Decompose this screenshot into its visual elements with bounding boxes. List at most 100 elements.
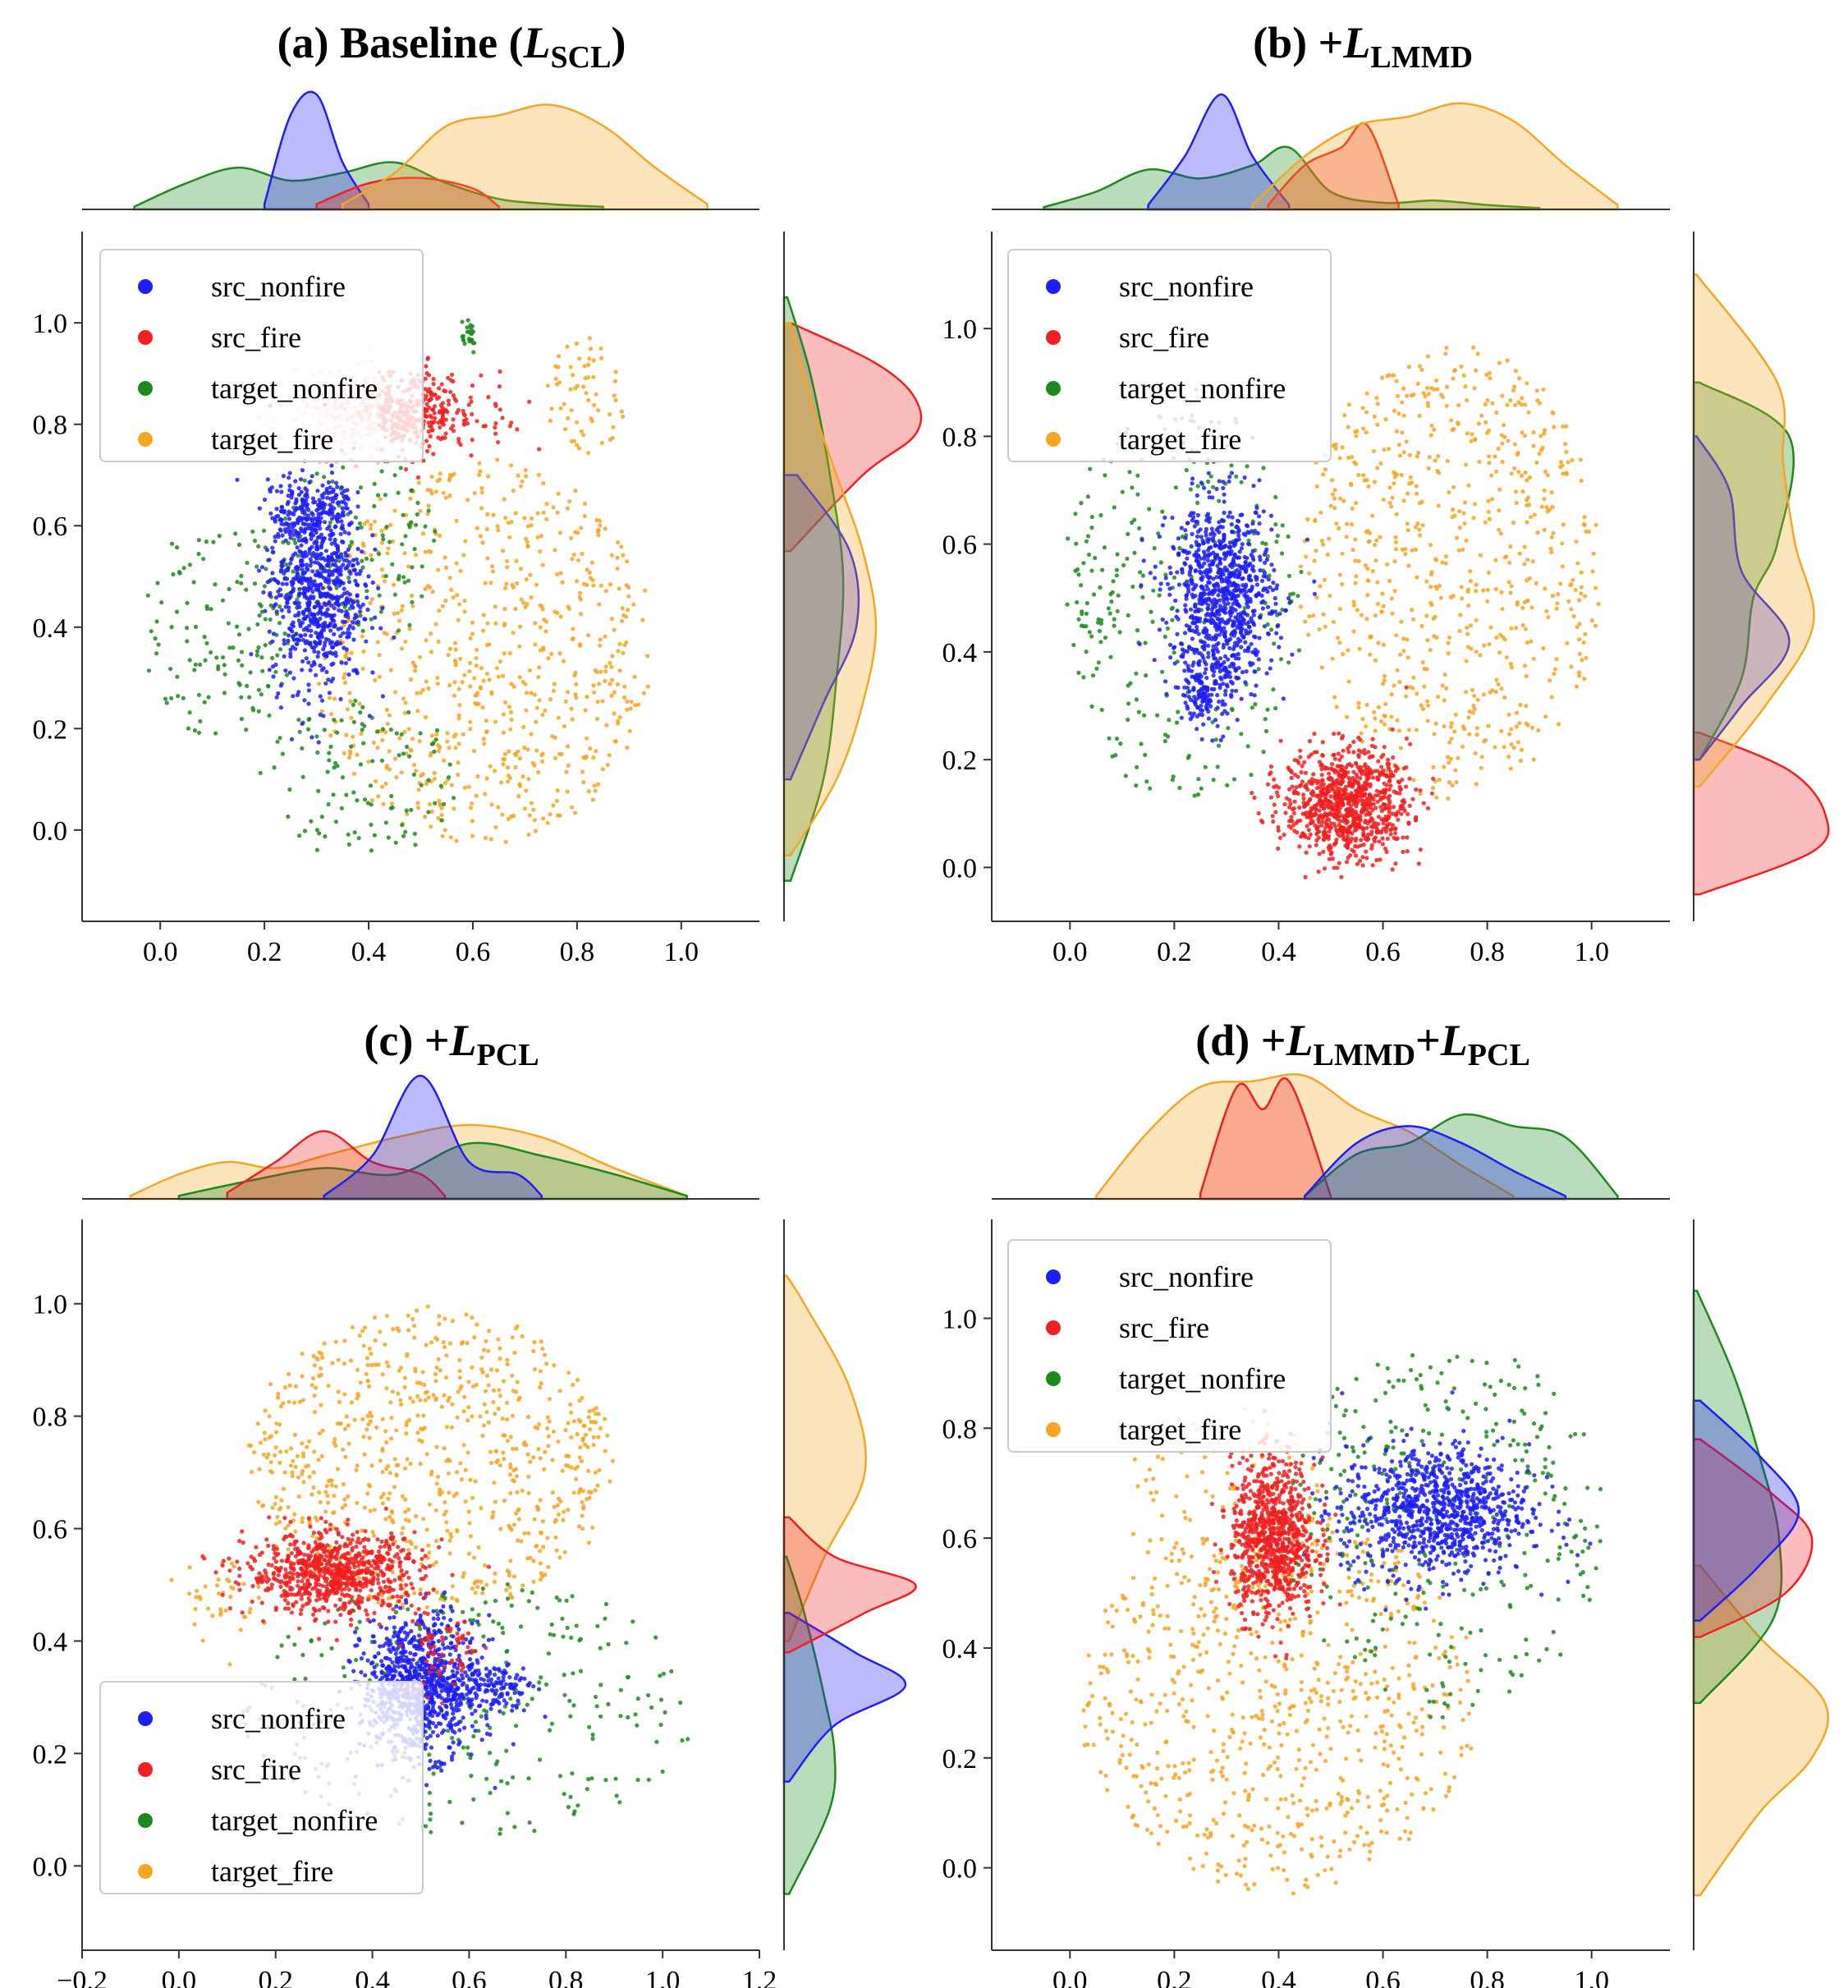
point-src_nonfire bbox=[1266, 631, 1271, 636]
point-src_nonfire bbox=[1272, 567, 1277, 572]
point-target_fire bbox=[387, 713, 392, 718]
point-src_nonfire bbox=[342, 600, 346, 605]
point-target_fire bbox=[1564, 449, 1569, 455]
point-target_nonfire bbox=[1102, 545, 1107, 550]
point-src_nonfire bbox=[335, 568, 340, 573]
point-target_fire bbox=[515, 581, 520, 585]
point-target_fire bbox=[332, 696, 337, 701]
point-target_fire bbox=[1321, 612, 1326, 617]
point-target_fire bbox=[507, 705, 512, 709]
point-target_fire bbox=[1561, 471, 1566, 476]
point-target_nonfire bbox=[1215, 764, 1220, 769]
point-target_nonfire bbox=[1076, 670, 1081, 675]
point-target_fire bbox=[1401, 413, 1406, 418]
point-target_fire bbox=[613, 397, 618, 402]
point-src_nonfire bbox=[1206, 580, 1211, 585]
point-src_fire bbox=[443, 431, 448, 436]
point-target_fire bbox=[1431, 616, 1436, 622]
point-target_nonfire bbox=[1217, 498, 1222, 503]
point-target_fire bbox=[1370, 568, 1375, 574]
point-src_nonfire bbox=[1206, 716, 1211, 721]
point-src_fire bbox=[1291, 810, 1296, 815]
point-target_nonfire bbox=[1162, 634, 1167, 640]
point-target_fire bbox=[488, 764, 493, 769]
point-target_fire bbox=[575, 420, 580, 425]
point-src_nonfire bbox=[315, 654, 320, 659]
point-src_nonfire bbox=[267, 578, 273, 584]
point-src_nonfire bbox=[278, 569, 283, 574]
point-src_nonfire bbox=[1226, 514, 1231, 519]
point-target_fire bbox=[1375, 601, 1381, 607]
point-target_nonfire bbox=[1170, 605, 1175, 610]
point-target_nonfire bbox=[236, 658, 241, 663]
point-src_nonfire bbox=[1181, 549, 1186, 554]
point-src_nonfire bbox=[1226, 657, 1231, 662]
point-target_fire bbox=[1525, 498, 1529, 503]
point-src_nonfire bbox=[1198, 707, 1203, 713]
point-target_fire bbox=[1524, 721, 1529, 726]
point-target_nonfire bbox=[351, 719, 356, 724]
point-src_nonfire bbox=[1188, 615, 1193, 620]
point-target_nonfire bbox=[1249, 773, 1254, 778]
point-target_fire bbox=[572, 810, 578, 815]
point-src_nonfire bbox=[1227, 510, 1232, 515]
point-target_nonfire bbox=[341, 465, 346, 470]
point-src_nonfire bbox=[318, 609, 323, 615]
point-target_nonfire bbox=[1121, 562, 1126, 568]
point-src_nonfire bbox=[1185, 521, 1190, 526]
point-target_nonfire bbox=[1089, 568, 1094, 573]
point-target_nonfire bbox=[1112, 617, 1117, 622]
point-target_nonfire bbox=[1126, 613, 1130, 618]
point-target_fire bbox=[620, 606, 625, 611]
point-target_nonfire bbox=[282, 517, 288, 521]
point-target_fire bbox=[594, 749, 598, 754]
point-src_nonfire bbox=[276, 691, 281, 696]
point-target_fire bbox=[511, 488, 516, 494]
point-target_fire bbox=[510, 582, 515, 588]
point-target_fire bbox=[1447, 490, 1451, 495]
point-target_fire bbox=[376, 794, 381, 799]
point-target_fire bbox=[1537, 452, 1542, 457]
point-target_fire bbox=[524, 474, 529, 479]
point-src_nonfire bbox=[325, 511, 330, 516]
point-target_fire bbox=[645, 684, 650, 689]
point-target_fire bbox=[603, 678, 608, 684]
point-target_fire bbox=[1531, 757, 1536, 762]
point-target_fire bbox=[1392, 683, 1396, 688]
point-target_nonfire bbox=[401, 575, 406, 580]
point-target_fire bbox=[1447, 780, 1452, 785]
point-target_fire bbox=[572, 438, 577, 443]
point-src_nonfire bbox=[1245, 622, 1250, 627]
point-src_nonfire bbox=[273, 595, 278, 600]
point-src_nonfire bbox=[328, 593, 332, 598]
point-target_fire bbox=[612, 690, 617, 695]
point-src_fire bbox=[447, 402, 452, 407]
point-target_fire bbox=[599, 356, 604, 360]
point-target_nonfire bbox=[334, 585, 339, 590]
point-src_nonfire bbox=[1211, 673, 1216, 678]
point-target_fire bbox=[399, 770, 404, 775]
point-target_fire bbox=[405, 811, 410, 817]
point-src_fire bbox=[426, 420, 431, 425]
point-src_nonfire bbox=[1273, 601, 1278, 606]
point-src_fire bbox=[470, 438, 475, 443]
point-src_nonfire bbox=[1232, 572, 1237, 576]
point-src_nonfire bbox=[1183, 660, 1188, 665]
title-part: (a) Baseline ( bbox=[277, 18, 524, 67]
point-target_fire bbox=[379, 567, 384, 572]
point-target_fire bbox=[1415, 691, 1419, 696]
point-target_fire bbox=[521, 724, 526, 730]
point-target_fire bbox=[454, 838, 459, 843]
point-target_fire bbox=[506, 765, 511, 770]
point-target_fire bbox=[538, 603, 543, 608]
point-target_nonfire bbox=[398, 466, 403, 471]
point-target_fire bbox=[1483, 520, 1488, 525]
point-target_nonfire bbox=[1148, 786, 1153, 791]
point-target_fire bbox=[1474, 650, 1479, 654]
point-target_fire bbox=[1457, 526, 1462, 530]
point-target_nonfire bbox=[1079, 583, 1084, 588]
point-target_fire bbox=[524, 708, 529, 713]
point-src_nonfire bbox=[286, 638, 291, 643]
point-target_nonfire bbox=[214, 655, 219, 660]
